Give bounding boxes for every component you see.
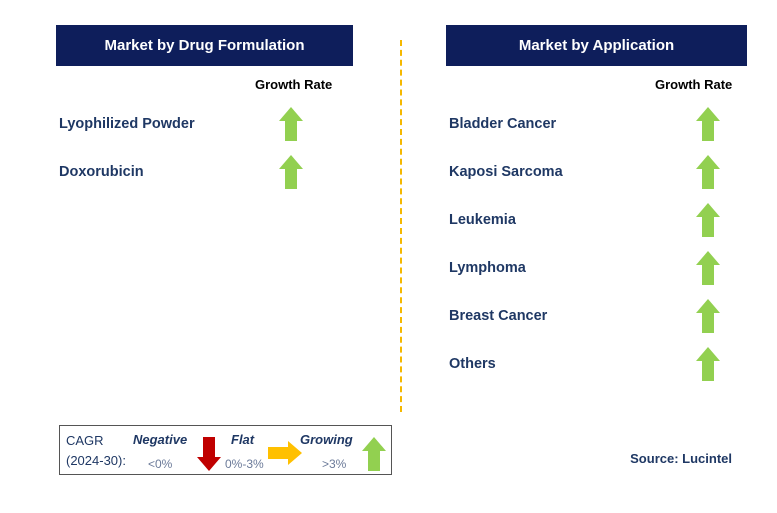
cagr-legend: CAGR (2024-30): Negative <0% Flat 0%-3% … (59, 425, 392, 475)
legend-negative-range: <0% (148, 457, 173, 471)
growth-up-arrow-icon (696, 251, 720, 285)
up-arrow-icon (362, 437, 386, 471)
growth-up-arrow-icon (696, 299, 720, 333)
legend-cagr-label: CAGR (66, 433, 104, 448)
list-item-label: Lymphoma (449, 260, 526, 276)
source-label: Source: Lucintel (630, 451, 732, 466)
list-item-label: Others (449, 356, 496, 372)
legend-flat-label: Flat (231, 432, 255, 447)
growth-up-arrow-icon (696, 347, 720, 381)
right-arrow-icon (268, 441, 302, 465)
legend-growing-label: Growing (300, 432, 353, 447)
down-arrow-icon (197, 437, 221, 471)
list-item-label: Leukemia (449, 212, 516, 228)
legend-period-label: (2024-30): (66, 453, 126, 468)
left-panel-title: Market by Drug Formulation (56, 25, 353, 66)
list-item-label: Lyophilized Powder (59, 116, 195, 132)
list-item-label: Doxorubicin (59, 164, 144, 180)
right-growth-rate-label: Growth Rate (655, 77, 733, 92)
growth-up-arrow-icon (279, 155, 303, 189)
growth-up-arrow-icon (696, 155, 720, 189)
list-item-label: Kaposi Sarcoma (449, 164, 563, 180)
legend-negative-label: Negative (133, 432, 188, 447)
list-item-label: Breast Cancer (449, 308, 548, 324)
right-panel-title: Market by Application (446, 25, 747, 66)
legend-growing-range: >3% (322, 457, 347, 471)
panel-divider (400, 40, 402, 412)
growth-up-arrow-icon (279, 107, 303, 141)
list-item-label: Bladder Cancer (449, 116, 557, 132)
growth-up-arrow-icon (696, 203, 720, 237)
legend-flat-range: 0%-3% (225, 457, 264, 471)
growth-up-arrow-icon (696, 107, 720, 141)
left-growth-rate-label: Growth Rate (255, 77, 333, 92)
